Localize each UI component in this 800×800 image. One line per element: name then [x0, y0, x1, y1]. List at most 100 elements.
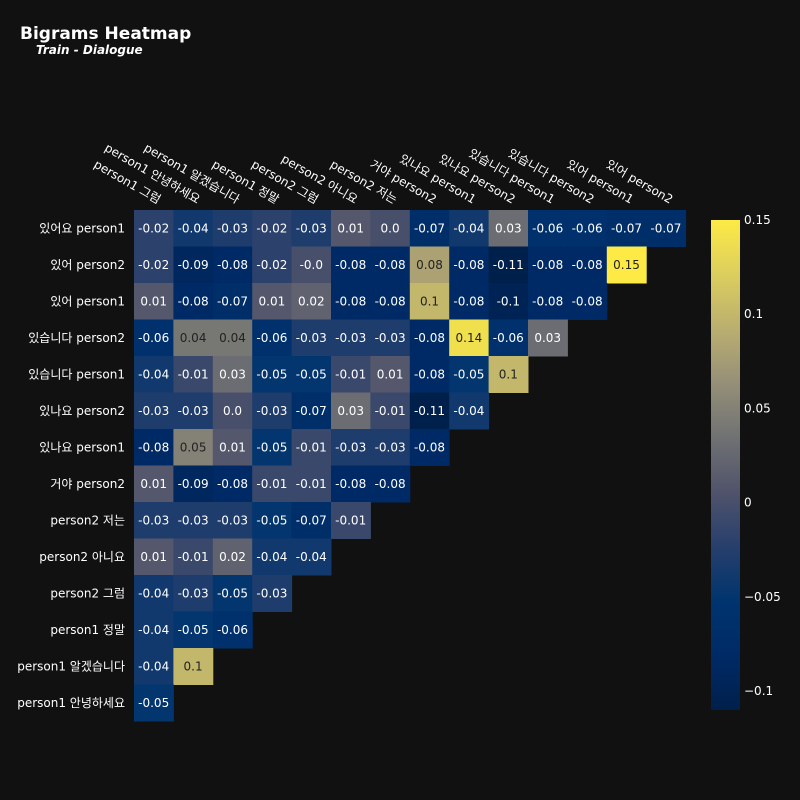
cell-value-label: -0.04 — [138, 623, 169, 637]
cell-value-label: -0.03 — [178, 513, 209, 527]
cell-value-label: 0.1 — [420, 294, 439, 308]
heatmap-cell — [291, 392, 332, 430]
y-tick-label: 있나요 person1 — [39, 440, 125, 454]
heatmap-cell — [252, 356, 293, 393]
y-tick-label: person1 정말 — [50, 623, 125, 637]
heatmap-cell — [134, 538, 174, 576]
colorbar-tick-label: −0.1 — [744, 684, 773, 698]
heatmap-cell — [212, 465, 253, 503]
cell-value-label: -0.08 — [375, 294, 406, 308]
cell-value-label: -0.02 — [256, 258, 287, 272]
heatmap-cell — [449, 319, 490, 357]
cell-value-label: -0.06 — [217, 623, 248, 637]
heatmap-cell — [409, 392, 450, 430]
y-tick-label: person2 아니요 — [39, 550, 125, 564]
cell-value-label: -0.04 — [138, 367, 169, 381]
heatmap-cell — [370, 210, 411, 247]
cell-value-label: -0.02 — [256, 221, 287, 235]
cell-value-label: -0.08 — [138, 440, 169, 454]
heatmap-cell — [449, 210, 490, 247]
heatmap-cell — [173, 465, 214, 503]
cell-value-label: -0.08 — [335, 294, 366, 308]
colorbar-tick-label: 0.15 — [744, 213, 771, 227]
heatmap-cell — [331, 465, 371, 503]
heatmap-cell — [409, 283, 450, 320]
cell-value-label: -0.08 — [532, 258, 563, 272]
cell-value-label: 0.0 — [381, 221, 400, 235]
y-tick-label: person1 안녕하세요 — [17, 696, 125, 710]
cell-value-label: -0.04 — [453, 404, 484, 418]
cell-value-label: 0.05 — [180, 440, 207, 454]
cell-value-label: 0.02 — [298, 294, 325, 308]
y-tick-label: 있습니다 person2 — [28, 331, 125, 345]
cell-value-label: -0.08 — [572, 258, 603, 272]
cell-value-label: 0.08 — [416, 258, 443, 272]
cell-value-label: -0.05 — [256, 513, 287, 527]
heatmap-cell — [409, 210, 450, 247]
heatmap-cell — [488, 283, 529, 320]
heatmap-cell — [212, 429, 253, 466]
heatmap-cell — [528, 210, 568, 247]
heatmap-cell — [528, 283, 568, 320]
heatmap-cell — [606, 210, 647, 247]
heatmap-cell — [173, 611, 214, 649]
cell-value-label: -0.03 — [375, 440, 406, 454]
cell-value-label: -0.05 — [138, 696, 169, 710]
heatmap-cell — [173, 283, 214, 320]
heatmap-cell — [212, 611, 253, 649]
heatmap-cell — [331, 502, 371, 539]
heatmap-cell — [567, 283, 608, 320]
cell-value-label: -0.03 — [217, 221, 248, 235]
cell-value-label: 0.1 — [499, 367, 518, 381]
cell-value-label: -0.11 — [414, 404, 445, 418]
cell-value-label: -0.08 — [178, 294, 209, 308]
cell-value-label: -0.0 — [300, 258, 323, 272]
y-tick-label: 있습니다 person1 — [28, 367, 125, 381]
cell-value-label: -0.01 — [375, 404, 406, 418]
cell-value-label: -0.01 — [335, 367, 366, 381]
cell-value-label: 0.03 — [534, 331, 561, 345]
heatmap-cell — [409, 246, 450, 284]
cell-value-label: -0.07 — [611, 221, 642, 235]
cell-value-label: 0.04 — [180, 331, 207, 345]
cell-value-label: -0.04 — [138, 586, 169, 600]
heatmap-cell — [212, 575, 253, 612]
y-tick-label: 있나요 person2 — [39, 404, 125, 418]
colorbar: 0.15 0.1 0.05 0 −0.05 −0.1 — [711, 213, 781, 710]
heatmap-cell — [528, 246, 568, 284]
colorbar-gradient — [711, 220, 740, 710]
cell-value-label: 0.03 — [337, 404, 364, 418]
heatmap-cell — [331, 283, 371, 320]
cell-value-label: -0.08 — [217, 477, 248, 491]
heatmap-cell — [370, 392, 411, 430]
cell-value-label: -0.03 — [138, 404, 169, 418]
cell-value-label: -0.03 — [138, 513, 169, 527]
heatmap-cell — [488, 319, 529, 357]
cell-value-label: -0.03 — [335, 440, 366, 454]
cell-value-label: -0.06 — [493, 331, 524, 345]
heatmap-cell — [370, 356, 411, 393]
heatmap-cell — [212, 392, 253, 430]
heatmap-cell — [370, 319, 411, 357]
heatmap-cell — [528, 319, 568, 357]
heatmap-cell — [488, 356, 529, 393]
heatmap-cell — [606, 246, 647, 284]
heatmap-cell — [252, 392, 293, 430]
cell-value-label: -0.01 — [178, 550, 209, 564]
cell-value-label: -0.08 — [217, 258, 248, 272]
heatmap-cell — [134, 429, 174, 466]
heatmap-cell — [173, 356, 214, 393]
heatmap-cell — [252, 319, 293, 357]
cell-value-label: -0.02 — [138, 221, 169, 235]
heatmap-cell — [173, 246, 214, 284]
cell-value-label: 0.04 — [219, 331, 246, 345]
cell-value-label: -0.09 — [178, 258, 209, 272]
heatmap-cell — [449, 283, 490, 320]
cell-value-label: 0.01 — [140, 477, 167, 491]
cell-value-label: -0.03 — [178, 404, 209, 418]
cell-value-label: -0.06 — [138, 331, 169, 345]
heatmap-cell — [252, 575, 293, 612]
heatmap-cell — [134, 319, 174, 357]
cell-value-label: -0.05 — [453, 367, 484, 381]
cell-value-label: -0.05 — [296, 367, 327, 381]
